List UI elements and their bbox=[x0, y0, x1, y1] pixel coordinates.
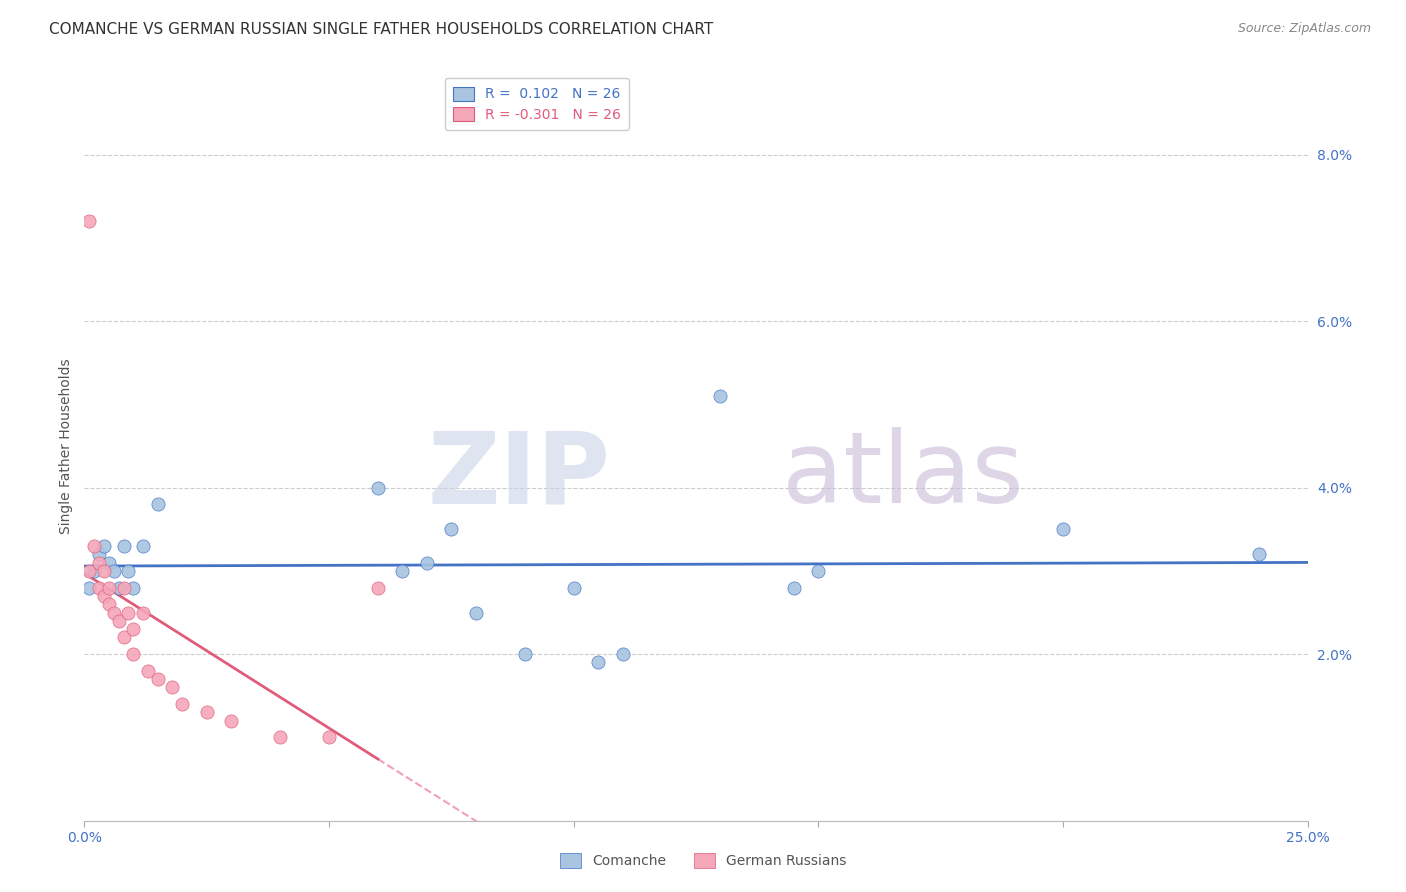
Point bbox=[440, 522, 463, 536]
Point bbox=[122, 622, 145, 636]
Text: atlas: atlas bbox=[782, 427, 1024, 524]
Legend: R =  0.102   N = 26, R = -0.301   N = 26: R = 0.102 N = 26, R = -0.301 N = 26 bbox=[444, 78, 630, 130]
Point bbox=[219, 714, 242, 728]
Point bbox=[112, 539, 135, 553]
Point bbox=[93, 539, 115, 553]
Point bbox=[416, 556, 439, 570]
Point bbox=[586, 656, 609, 670]
Point bbox=[107, 614, 129, 628]
Point bbox=[87, 556, 110, 570]
Point bbox=[195, 706, 218, 720]
Point bbox=[112, 631, 135, 645]
Point bbox=[117, 564, 139, 578]
Point bbox=[513, 647, 536, 661]
Point bbox=[172, 697, 194, 711]
Point bbox=[1052, 522, 1074, 536]
Text: COMANCHE VS GERMAN RUSSIAN SINGLE FATHER HOUSEHOLDS CORRELATION CHART: COMANCHE VS GERMAN RUSSIAN SINGLE FATHER… bbox=[49, 22, 713, 37]
Point bbox=[107, 581, 129, 595]
Point bbox=[269, 731, 291, 745]
Point bbox=[77, 581, 100, 595]
Text: ZIP: ZIP bbox=[427, 427, 610, 524]
Point bbox=[77, 564, 100, 578]
Point bbox=[93, 589, 115, 603]
Point bbox=[1247, 547, 1270, 561]
Point bbox=[132, 606, 155, 620]
Point bbox=[122, 647, 145, 661]
Point bbox=[77, 214, 100, 228]
Point bbox=[83, 564, 105, 578]
Point bbox=[318, 731, 340, 745]
Point bbox=[162, 681, 184, 695]
Point bbox=[132, 539, 155, 553]
Point bbox=[112, 581, 135, 595]
Point bbox=[97, 597, 120, 611]
Point bbox=[464, 606, 486, 620]
Point bbox=[87, 547, 110, 561]
Point bbox=[93, 564, 115, 578]
Point bbox=[783, 581, 806, 595]
Point bbox=[562, 581, 585, 595]
Point bbox=[709, 389, 731, 403]
Point bbox=[136, 664, 159, 678]
Point bbox=[83, 539, 105, 553]
Point bbox=[97, 581, 120, 595]
Point bbox=[97, 556, 120, 570]
Point bbox=[367, 581, 389, 595]
Point bbox=[146, 672, 169, 686]
Y-axis label: Single Father Households: Single Father Households bbox=[59, 359, 73, 533]
Point bbox=[391, 564, 413, 578]
Point bbox=[103, 564, 125, 578]
Legend: Comanche, German Russians: Comanche, German Russians bbox=[554, 847, 852, 874]
Point bbox=[87, 581, 110, 595]
Point bbox=[117, 606, 139, 620]
Point bbox=[122, 581, 145, 595]
Point bbox=[103, 606, 125, 620]
Point bbox=[146, 497, 169, 511]
Point bbox=[612, 647, 634, 661]
Text: Source: ZipAtlas.com: Source: ZipAtlas.com bbox=[1237, 22, 1371, 36]
Point bbox=[807, 564, 830, 578]
Point bbox=[367, 481, 389, 495]
